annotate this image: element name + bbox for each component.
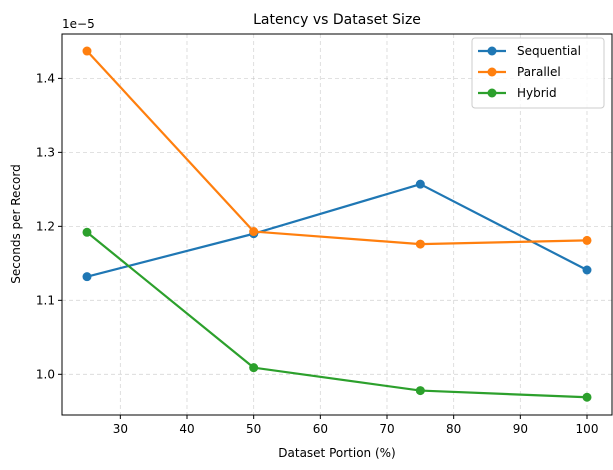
y-tick-label: 1.2	[36, 219, 55, 233]
data-point-hybrid	[415, 386, 425, 396]
chart-title: Latency vs Dataset Size	[253, 12, 421, 28]
series-line-hybrid	[86, 231, 588, 399]
x-axis-ticks: 30 40 50 60 70 80 90 100	[113, 415, 599, 436]
series-line-sequential	[86, 183, 588, 278]
x-axis-label: Dataset Portion (%)	[278, 446, 395, 460]
y-axis-ticks: 1.0 1.1 1.2 1.3 1.4	[36, 71, 62, 381]
data-point-parallel	[415, 239, 425, 249]
y-tick-label: 1.1	[36, 293, 55, 307]
series-lines	[82, 46, 592, 402]
x-tick-label: 60	[313, 422, 328, 436]
legend: Sequential Parallel Hybrid	[471, 37, 605, 109]
x-tick-label: 50	[246, 422, 261, 436]
legend-marker-hybrid	[487, 88, 497, 98]
data-point-hybrid	[249, 363, 259, 373]
legend-marker-sequential	[487, 46, 497, 56]
x-tick-label: 90	[513, 422, 528, 436]
x-tick-label: 80	[446, 422, 461, 436]
legend-label-parallel: Parallel	[517, 65, 561, 79]
data-point-sequential	[82, 272, 92, 282]
data-point-parallel	[249, 227, 259, 237]
data-point-sequential	[415, 179, 425, 189]
y-axis-label: Seconds per Record	[9, 164, 23, 283]
x-tick-label: 100	[576, 422, 599, 436]
legend-box	[471, 37, 605, 109]
data-point-hybrid	[582, 392, 592, 402]
legend-marker-parallel	[487, 67, 497, 77]
y-axis-offset-text: 1e−5	[62, 17, 95, 31]
x-tick-label: 40	[179, 422, 194, 436]
data-point-sequential	[582, 265, 592, 275]
plot-frame	[61, 33, 613, 416]
data-point-parallel	[582, 235, 592, 245]
legend-label-hybrid: Hybrid	[517, 86, 557, 100]
legend-label-sequential: Sequential	[517, 44, 581, 58]
y-tick-label: 1.0	[36, 367, 55, 381]
data-point-hybrid	[82, 227, 92, 237]
series-line-parallel	[86, 50, 588, 246]
data-point-parallel	[82, 46, 92, 56]
x-tick-label: 70	[379, 422, 394, 436]
x-tick-label: 30	[113, 422, 128, 436]
y-tick-label: 1.3	[36, 145, 55, 159]
y-tick-label: 1.4	[36, 71, 55, 85]
